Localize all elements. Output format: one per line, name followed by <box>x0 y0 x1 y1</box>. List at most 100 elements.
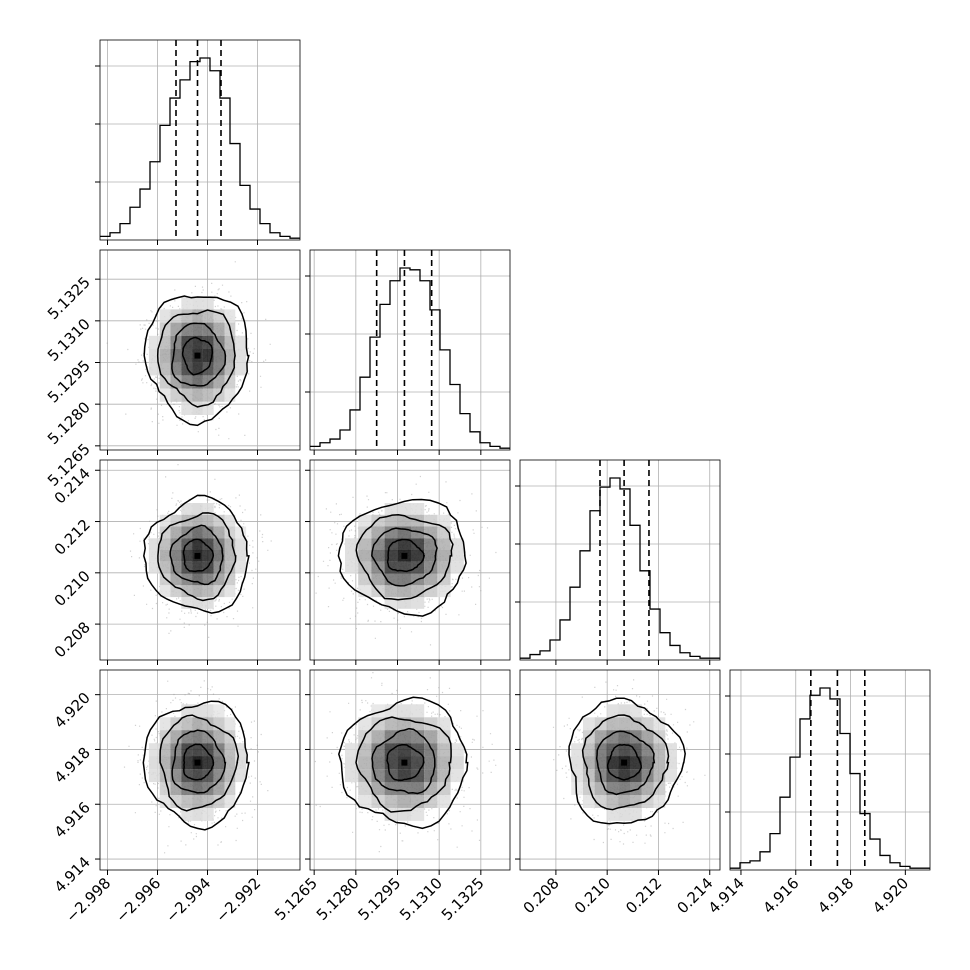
density-cell-4-1-5-5 <box>202 769 214 783</box>
density-cell-3-2-2-2 <box>371 526 385 539</box>
density-cell-4-1-6-0 <box>213 704 225 718</box>
density-cell-4-3-3-7 <box>606 795 619 808</box>
panel-inner-3-1 <box>100 460 300 660</box>
xtick-label-2-5: 5.1325 <box>438 874 488 924</box>
density-cell-4-1-3-1 <box>181 717 193 731</box>
density-cell-4-1-3-6 <box>181 782 193 795</box>
density-cell-3-2-5-5 <box>411 561 425 574</box>
density-cell-3-2-5-8 <box>411 597 425 609</box>
density-cell-3-2-6-3 <box>424 538 438 551</box>
density-cell-3-1-2-2 <box>170 526 182 539</box>
density-cell-2-1-3-1 <box>181 309 193 323</box>
density-cell-4-3-2-4 <box>594 756 607 770</box>
peak-marker-4-2 <box>401 759 408 766</box>
density-cell-4-1-0-3 <box>148 743 160 757</box>
density-cell-4-2-6-2 <box>424 730 438 744</box>
density-cell-2-1-2-2 <box>170 322 182 336</box>
density-cell-3-1-1-3 <box>159 538 171 551</box>
density-cell-3-1-5-6 <box>202 573 214 586</box>
density-cell-4-3-1-5 <box>583 769 595 783</box>
hist-step-2 <box>310 267 510 449</box>
density-cell-3-1-4-8 <box>192 597 203 609</box>
density-cell-4-3-1-6 <box>583 782 595 795</box>
density-cell-3-2-4-2 <box>397 526 411 539</box>
density-cell-2-1-5-5 <box>202 362 214 376</box>
density-cell-4-2-5-3 <box>411 743 425 757</box>
hist-step-1 <box>100 57 300 239</box>
density-cell-3-2-3-5 <box>384 561 398 574</box>
density-cell-2-1-0-3 <box>148 335 160 349</box>
density-cell-2-1-2-7 <box>170 388 182 402</box>
contour-3-2-1 <box>386 538 426 573</box>
density-cell-4-2-0-5 <box>345 769 359 783</box>
density-cell-2-1-4-0 <box>192 296 203 310</box>
density-cell-2-1-5-2 <box>202 322 214 336</box>
density-cell-3-1-4-0 <box>192 503 203 515</box>
density-cell-3-2-4-3 <box>397 538 411 551</box>
panel-inner-4-3 <box>520 670 720 870</box>
density-cell-2-1-5-1 <box>202 309 214 323</box>
density-cell-4-2-5-2 <box>411 730 425 744</box>
density-cell-2-1-6-6 <box>213 375 225 389</box>
contour-3-1-2 <box>169 524 224 586</box>
density-cell-2-1-1-1 <box>159 309 171 323</box>
density-cell-3-2-2-6 <box>371 573 385 586</box>
density-cell-3-2-1-7 <box>358 585 372 598</box>
contour-4-3-1 <box>606 743 642 781</box>
density-cell-3-1-4-3 <box>192 538 203 551</box>
density-cell-4-3-5-1 <box>630 717 642 731</box>
density-cell-3-2-5-4 <box>411 550 425 562</box>
density-cell-3-2-1-5 <box>358 561 372 574</box>
density-cell-4-2-7-2 <box>437 730 451 744</box>
density-cell-3-2-6-6 <box>424 573 438 586</box>
density-cell-4-1-4-2 <box>192 730 203 744</box>
density-cell-3-1-7-7 <box>224 585 236 598</box>
density-cell-4-1-6-5 <box>213 769 225 783</box>
density-cell-4-2-5-4 <box>411 756 425 770</box>
density-cell-4-1-8-4 <box>235 756 247 770</box>
density-cell-3-1-0-5 <box>148 561 160 574</box>
density-cell-4-1-1-6 <box>159 782 171 795</box>
density-cell-3-1-0-3 <box>148 538 160 551</box>
density-cell-2-1-6-7 <box>213 388 225 402</box>
density-cell-3-1-6-2 <box>213 526 225 539</box>
density-cell-4-3-7-5 <box>653 769 666 783</box>
density-cell-3-1-0-4 <box>148 550 160 562</box>
density-cell-2-1-1-2 <box>159 322 171 336</box>
density-cell-4-2-4-2 <box>397 730 411 744</box>
density-cell-4-1-3-4 <box>181 756 193 770</box>
density-cell-3-1-6-6 <box>213 573 225 586</box>
panel-frame-4-3 <box>519 669 721 871</box>
panel-inner-2-1 <box>100 250 300 450</box>
density-cell-3-1-8-5 <box>235 561 247 574</box>
density-cell-3-1-3-4 <box>181 550 193 562</box>
density-cell-3-1-2-7 <box>170 585 182 598</box>
hist-frame-3 <box>519 459 721 661</box>
xtick-label-2-4: 5.1310 <box>396 874 446 924</box>
density-cell-2-1-3-7 <box>181 388 193 402</box>
density-cell-4-1-4-0 <box>192 704 203 718</box>
density-cell-4-1-1-4 <box>159 756 171 770</box>
contour-3-1-1 <box>182 538 215 573</box>
ytick-label-3-1: 0.208 <box>51 618 94 661</box>
density-cell-2-1-4-2 <box>192 322 203 336</box>
density-cell-2-1-4-5 <box>192 362 203 376</box>
panel-4-3 <box>515 669 721 871</box>
density-cell-4-1-1-3 <box>159 743 171 757</box>
density-cell-3-2-7-3 <box>437 538 451 551</box>
density-cell-2-1-4-3 <box>192 335 203 349</box>
density-cell-3-1-5-8 <box>202 597 214 609</box>
peak-marker-4-1 <box>194 759 201 766</box>
density-cell-4-2-8-4 <box>450 756 464 770</box>
density-cell-4-3-7-6 <box>653 782 666 795</box>
contour-4-1-2 <box>171 729 227 794</box>
density-cell-4-1-7-2 <box>224 730 236 744</box>
density-cell-3-1-5-0 <box>202 503 214 515</box>
density-cell-2-1-4-1 <box>192 309 203 323</box>
contour-4-1-3 <box>159 714 240 812</box>
density-cell-4-1-5-4 <box>202 756 214 770</box>
density-cell-4-1-4-8 <box>192 807 203 821</box>
density-cell-4-1-7-4 <box>224 756 236 770</box>
density-cell-4-2-4-0 <box>397 704 411 718</box>
density-cell-3-2-3-1 <box>384 514 398 527</box>
